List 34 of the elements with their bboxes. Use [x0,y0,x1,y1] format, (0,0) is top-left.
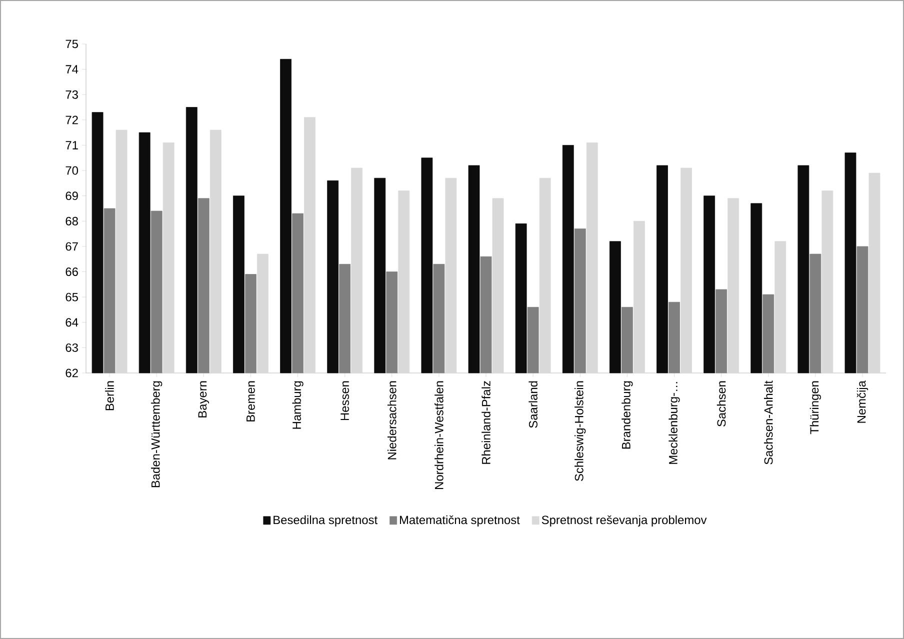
legend-label: Spretnost reševanja problemov [542,515,707,527]
y-tick-label: 74 [66,65,78,74]
x-tick-label: Nemčija [856,380,868,423]
x-tick-label: Sachsen-Anhalt [764,380,773,464]
x-tick-label: Hessen [340,381,349,420]
y-tick-label: 68 [66,216,78,226]
x-tick-label: Bremen [246,381,255,422]
legend-label: Matematična spretnost [400,515,520,527]
y-tick-label: 66 [66,268,78,276]
y-tick-label: 65 [66,292,78,302]
x-tick-label: Nordrhein-Westfalen [434,381,444,489]
y-tick-label: 63 [66,343,78,352]
y-tick-label: 67 [66,242,78,251]
y-tick-label: 71 [66,141,78,150]
x-tick-label: Thüringen [810,381,821,434]
y-tick-label: 72 [66,116,78,124]
x-tick-label: Berlin [105,381,114,410]
x-tick-label: Baden-Württemberg [151,381,162,488]
x-tick-label: Hamburg [292,381,304,429]
y-tick-label: 69 [66,192,78,200]
x-tick-label: Rheinland-Pfalz [482,381,490,464]
x-tick-label: Mecklenburg-… [668,382,680,464]
x-tick-label: Niedersachsen [388,381,396,460]
x-tick-label: Bayern [198,381,210,418]
y-tick-label: 64 [66,318,78,327]
y-tick-label: 73 [66,90,78,99]
x-tick-label: Sachsen [716,381,726,426]
x-tick-label: Schleswig-Holstein [574,381,586,481]
y-tick-label: 75 [66,40,78,48]
x-tick-label: Saarland [528,381,538,428]
legend-label: Besedilna spretnost [274,515,378,527]
x-tick-label: Brandenburg [622,381,633,449]
y-tick-label: 70 [66,166,78,175]
y-tick-label: 62 [66,368,78,378]
